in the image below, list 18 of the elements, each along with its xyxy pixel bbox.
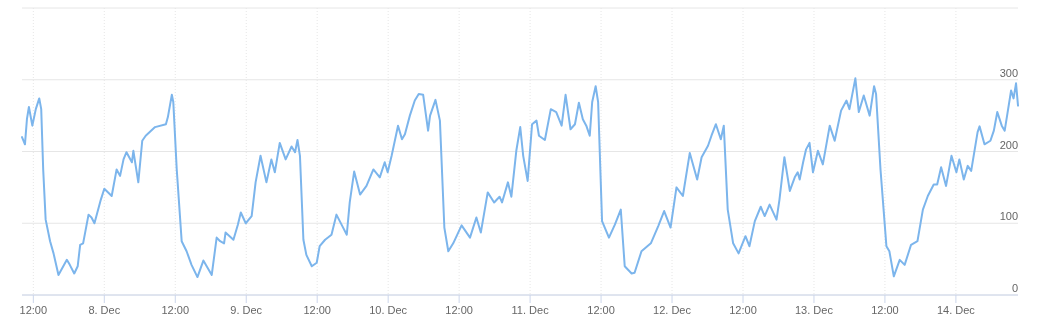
x-tick-label: 10. Dec <box>369 304 408 316</box>
x-tick-label: 12:00 <box>587 304 615 316</box>
x-tick-label: 12:00 <box>871 304 899 316</box>
x-tick-label: 12:00 <box>445 304 473 316</box>
x-tick-label: 8. Dec <box>88 304 121 316</box>
y-tick-label: 100 <box>999 210 1018 223</box>
x-tick-label: 9. Dec <box>230 304 263 316</box>
x-tick-label: 12:00 <box>19 304 48 316</box>
x-tick-label: 12:00 <box>161 304 190 316</box>
y-tick-label: 300 <box>999 66 1018 79</box>
x-tick-label: 12. Dec <box>653 304 692 316</box>
x-tick-label: 12:00 <box>729 304 757 316</box>
x-tick-label: 14. Dec <box>936 304 976 316</box>
x-tick-label: 11. Dec <box>511 304 550 316</box>
y-tick-label: 200 <box>999 138 1018 151</box>
x-tick-label: 13. Dec <box>795 304 834 316</box>
y-tick-label: 0 <box>1011 282 1018 294</box>
x-tick-label: 12:00 <box>303 304 331 316</box>
